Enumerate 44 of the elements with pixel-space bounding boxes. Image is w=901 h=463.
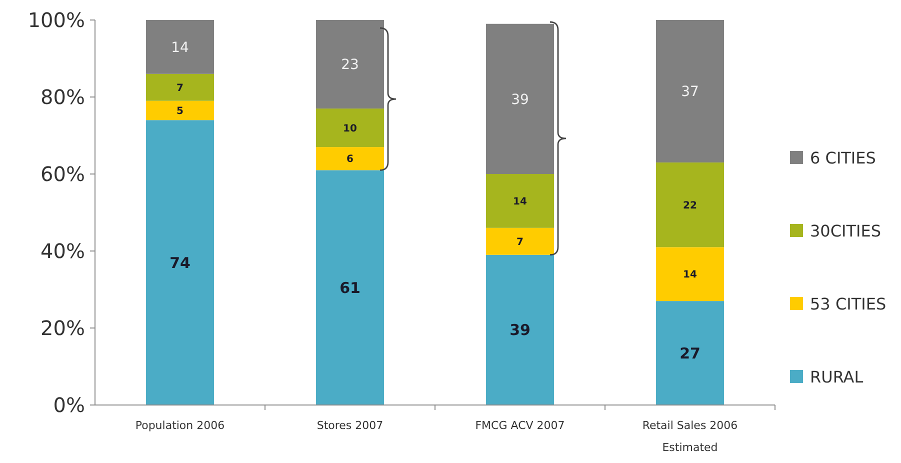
bar xyxy=(656,20,724,162)
y-tick-label: 80% xyxy=(40,85,85,109)
bar xyxy=(316,147,384,170)
data-label: 7 xyxy=(176,82,184,94)
legend-label: RURAL xyxy=(810,368,864,387)
bar xyxy=(316,108,384,148)
data-label: 23 xyxy=(341,57,359,74)
legend-label: 53 CITIES xyxy=(810,294,886,314)
data-label: 37 xyxy=(681,84,699,100)
data-label: 74 xyxy=(170,254,190,272)
data-label: 39 xyxy=(511,92,529,108)
data-label: 39 xyxy=(510,321,530,340)
y-tick-label: 40% xyxy=(40,239,85,263)
data-label: 7 xyxy=(516,236,524,248)
bar xyxy=(656,162,724,248)
data-label: 22 xyxy=(683,200,697,212)
y-tick-label: 100% xyxy=(28,8,85,32)
data-label: 14 xyxy=(683,270,697,281)
y-tick-label: 20% xyxy=(40,316,85,340)
bar xyxy=(146,120,214,405)
x-tick-label: Stores 2007 xyxy=(316,419,384,432)
data-label: 5 xyxy=(176,106,184,117)
x-tick-label: FMCG ACV 2007 xyxy=(475,419,565,432)
data-label: 27 xyxy=(680,344,700,362)
data-label: 10 xyxy=(343,123,357,134)
data-label: 14 xyxy=(171,40,189,56)
bar xyxy=(146,74,214,101)
y-tick-label: 0% xyxy=(53,393,85,417)
bar xyxy=(486,174,554,228)
bar xyxy=(146,100,214,120)
bar xyxy=(656,301,724,405)
legend-label: 6 CITIES xyxy=(810,148,876,168)
x-tick-label: Retail Sales 2006 Estimated xyxy=(642,419,738,454)
data-label: 14 xyxy=(513,196,527,208)
bar xyxy=(316,170,384,405)
bar xyxy=(656,247,724,302)
bar xyxy=(486,254,554,405)
bar xyxy=(486,228,554,255)
data-label: 61 xyxy=(340,278,360,297)
data-label: 6 xyxy=(346,154,354,166)
x-tick-label: Population 2006 xyxy=(135,419,225,432)
y-tick-label: 60% xyxy=(40,162,85,186)
bar xyxy=(146,20,214,74)
legend-label: 30CITIES xyxy=(810,222,882,241)
